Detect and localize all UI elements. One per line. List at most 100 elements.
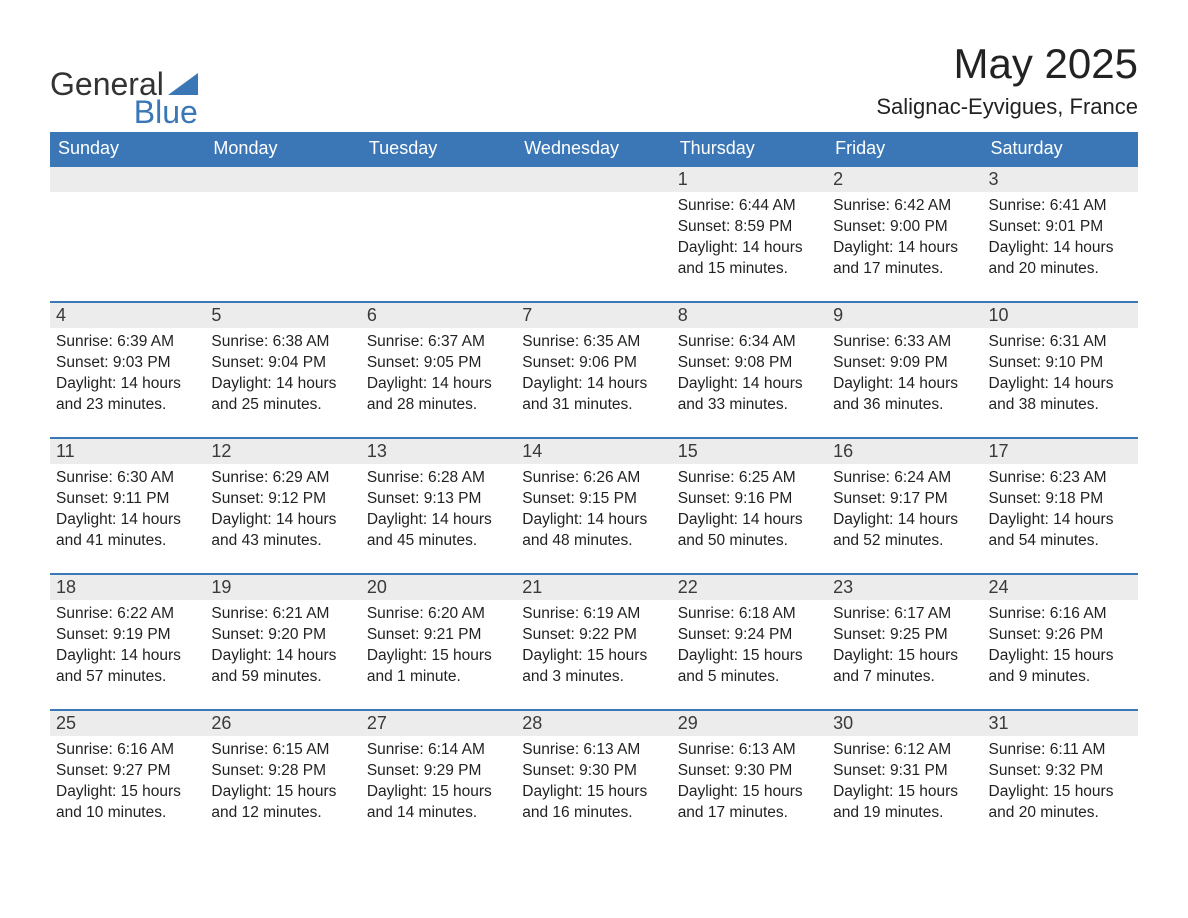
day-number: 21: [516, 573, 671, 600]
day-cell: 17Sunrise: 6:23 AMSunset: 9:18 PMDayligh…: [983, 437, 1138, 573]
day-number: 25: [50, 709, 205, 736]
day-info: Sunrise: 6:20 AMSunset: 9:21 PMDaylight:…: [367, 604, 510, 688]
day-info: Sunrise: 6:35 AMSunset: 9:06 PMDaylight:…: [522, 332, 665, 416]
day-number: 3: [983, 165, 1138, 192]
day-sunset: Sunset: 9:11 PM: [56, 489, 199, 510]
day-cell: [205, 165, 360, 301]
day-cell: [516, 165, 671, 301]
weekday-header: Tuesday: [361, 132, 516, 165]
week-row: 18Sunrise: 6:22 AMSunset: 9:19 PMDayligh…: [50, 573, 1138, 709]
logo: General Blue: [50, 68, 198, 128]
day-info: Sunrise: 6:13 AMSunset: 9:30 PMDaylight:…: [678, 740, 821, 824]
day-cell: 28Sunrise: 6:13 AMSunset: 9:30 PMDayligh…: [516, 709, 671, 845]
day-number: 27: [361, 709, 516, 736]
day-sunset: Sunset: 9:21 PM: [367, 625, 510, 646]
day-info: Sunrise: 6:19 AMSunset: 9:22 PMDaylight:…: [522, 604, 665, 688]
week-row: 4Sunrise: 6:39 AMSunset: 9:03 PMDaylight…: [50, 301, 1138, 437]
day-sunset: Sunset: 9:31 PM: [833, 761, 976, 782]
day-info: Sunrise: 6:16 AMSunset: 9:27 PMDaylight:…: [56, 740, 199, 824]
day-info: Sunrise: 6:41 AMSunset: 9:01 PMDaylight:…: [989, 196, 1132, 280]
day-cell: 9 Sunrise: 6:33 AMSunset: 9:09 PMDaylight…: [827, 301, 982, 437]
day-dl1: Daylight: 14 hours: [367, 374, 510, 395]
day-sunset: Sunset: 9:29 PM: [367, 761, 510, 782]
day-info: Sunrise: 6:39 AMSunset: 9:03 PMDaylight:…: [56, 332, 199, 416]
day-number: 11: [50, 437, 205, 464]
day-info: Sunrise: 6:12 AMSunset: 9:31 PMDaylight:…: [833, 740, 976, 824]
day-sunset: Sunset: 9:18 PM: [989, 489, 1132, 510]
day-sunrise: Sunrise: 6:21 AM: [211, 604, 354, 625]
day-cell: 3 Sunrise: 6:41 AMSunset: 9:01 PMDaylight…: [983, 165, 1138, 301]
title-month: May 2025: [876, 40, 1138, 88]
day-info: Sunrise: 6:29 AMSunset: 9:12 PMDaylight:…: [211, 468, 354, 552]
day-sunrise: Sunrise: 6:13 AM: [678, 740, 821, 761]
day-dl2: and 28 minutes.: [367, 395, 510, 416]
day-sunset: Sunset: 8:59 PM: [678, 217, 821, 238]
day-sunset: Sunset: 9:03 PM: [56, 353, 199, 374]
day-cell: [361, 165, 516, 301]
day-number: 10: [983, 301, 1138, 328]
day-cell: 24Sunrise: 6:16 AMSunset: 9:26 PMDayligh…: [983, 573, 1138, 709]
day-info: Sunrise: 6:16 AMSunset: 9:26 PMDaylight:…: [989, 604, 1132, 688]
day-sunrise: Sunrise: 6:11 AM: [989, 740, 1132, 761]
day-sunset: Sunset: 9:08 PM: [678, 353, 821, 374]
day-sunrise: Sunrise: 6:34 AM: [678, 332, 821, 353]
day-dl2: and 57 minutes.: [56, 667, 199, 688]
week-row: 11Sunrise: 6:30 AMSunset: 9:11 PMDayligh…: [50, 437, 1138, 573]
logo-triangle-icon: [168, 73, 198, 95]
day-sunrise: Sunrise: 6:13 AM: [522, 740, 665, 761]
day-dl2: and 36 minutes.: [833, 395, 976, 416]
day-dl2: and 1 minute.: [367, 667, 510, 688]
day-number: 16: [827, 437, 982, 464]
day-number: 22: [672, 573, 827, 600]
day-info: Sunrise: 6:30 AMSunset: 9:11 PMDaylight:…: [56, 468, 199, 552]
day-dl1: Daylight: 14 hours: [522, 374, 665, 395]
day-dl2: and 43 minutes.: [211, 531, 354, 552]
day-dl2: and 54 minutes.: [989, 531, 1132, 552]
day-sunset: Sunset: 9:06 PM: [522, 353, 665, 374]
day-sunrise: Sunrise: 6:33 AM: [833, 332, 976, 353]
day-dl2: and 17 minutes.: [833, 259, 976, 280]
day-info: Sunrise: 6:24 AMSunset: 9:17 PMDaylight:…: [833, 468, 976, 552]
day-dl2: and 48 minutes.: [522, 531, 665, 552]
day-number: [205, 165, 360, 192]
day-dl1: Daylight: 14 hours: [211, 646, 354, 667]
day-dl1: Daylight: 14 hours: [678, 510, 821, 531]
day-sunrise: Sunrise: 6:22 AM: [56, 604, 199, 625]
day-cell: 20Sunrise: 6:20 AMSunset: 9:21 PMDayligh…: [361, 573, 516, 709]
day-number: [516, 165, 671, 192]
day-info: Sunrise: 6:42 AMSunset: 9:00 PMDaylight:…: [833, 196, 976, 280]
day-sunrise: Sunrise: 6:37 AM: [367, 332, 510, 353]
weekday-header: Wednesday: [516, 132, 671, 165]
day-sunset: Sunset: 9:19 PM: [56, 625, 199, 646]
day-cell: 6Sunrise: 6:37 AMSunset: 9:05 PMDaylight…: [361, 301, 516, 437]
day-cell: 11 Sunrise: 6:30 AMSunset: 9:11 PMDayligh…: [50, 437, 205, 573]
day-number: 9: [827, 301, 982, 328]
day-sunset: Sunset: 9:15 PM: [522, 489, 665, 510]
day-dl2: and 52 minutes.: [833, 531, 976, 552]
day-sunrise: Sunrise: 6:15 AM: [211, 740, 354, 761]
day-number: 8: [672, 301, 827, 328]
day-cell: 14Sunrise: 6:26 AMSunset: 9:15 PMDayligh…: [516, 437, 671, 573]
week-row: 1Sunrise: 6:44 AMSunset: 8:59 PMDaylight…: [50, 165, 1138, 301]
day-dl2: and 15 minutes.: [678, 259, 821, 280]
weekday-header: Sunday: [50, 132, 205, 165]
day-dl1: Daylight: 14 hours: [56, 510, 199, 531]
day-dl1: Daylight: 14 hours: [678, 238, 821, 259]
week-row: 25 Sunrise: 6:16 AMSunset: 9:27 PMDayligh…: [50, 709, 1138, 845]
day-sunrise: Sunrise: 6:44 AM: [678, 196, 821, 217]
day-cell: 1Sunrise: 6:44 AMSunset: 8:59 PMDaylight…: [672, 165, 827, 301]
day-sunset: Sunset: 9:32 PM: [989, 761, 1132, 782]
title-block: May 2025 Salignac-Eyvigues, France: [876, 40, 1138, 128]
title-location: Salignac-Eyvigues, France: [876, 94, 1138, 120]
day-dl1: Daylight: 14 hours: [833, 374, 976, 395]
day-number: 7: [516, 301, 671, 328]
day-dl1: Daylight: 15 hours: [989, 782, 1132, 803]
day-dl1: Daylight: 15 hours: [989, 646, 1132, 667]
day-info: Sunrise: 6:11 AMSunset: 9:32 PMDaylight:…: [989, 740, 1132, 824]
day-number: 26: [205, 709, 360, 736]
day-dl2: and 7 minutes.: [833, 667, 976, 688]
day-sunset: Sunset: 9:09 PM: [833, 353, 976, 374]
weeks-container: 1Sunrise: 6:44 AMSunset: 8:59 PMDaylight…: [50, 165, 1138, 845]
day-sunrise: Sunrise: 6:30 AM: [56, 468, 199, 489]
day-number: 29: [672, 709, 827, 736]
